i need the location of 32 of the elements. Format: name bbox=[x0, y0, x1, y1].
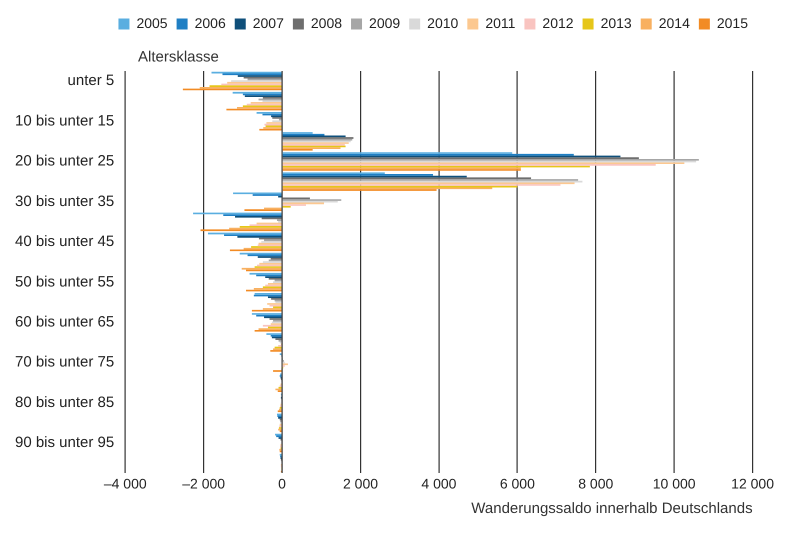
legend-label: 2011 bbox=[485, 14, 516, 31]
legend-label: 2012 bbox=[542, 14, 574, 31]
x-tick-label: –2 000 bbox=[182, 475, 226, 492]
y-tick-label: 80 bis unter 85 bbox=[14, 394, 114, 411]
x-tick-label: 8 000 bbox=[578, 475, 614, 492]
y-tick-label: 40 bis unter 45 bbox=[14, 233, 114, 250]
y-tick-label: 20 bis unter 25 bbox=[14, 152, 114, 170]
y-tick-label: 10 bis unter 15 bbox=[14, 112, 114, 130]
legend-label: 2007 bbox=[252, 14, 284, 31]
x-tick-label: 12 000 bbox=[731, 475, 774, 492]
x-tick-label: 10 000 bbox=[652, 475, 696, 492]
legend-label: 2013 bbox=[600, 14, 632, 31]
legend-label: 2008 bbox=[310, 14, 342, 31]
y-tick-label: 60 bis unter 65 bbox=[14, 314, 114, 331]
x-tick-label: –4 000 bbox=[104, 475, 147, 492]
x-tick-label: 2 000 bbox=[342, 475, 378, 492]
y-tick-label: unter 5 bbox=[68, 72, 114, 90]
x-tick-label: 0 bbox=[278, 475, 286, 492]
legend-label: 2009 bbox=[369, 14, 400, 31]
y-tick-label: 50 bis unter 55 bbox=[14, 273, 114, 290]
x-axis-title: Wanderungssaldo innerhalb Deutschlands bbox=[471, 500, 753, 518]
y-axis-title: Altersklasse bbox=[138, 48, 219, 66]
legend-label: 2010 bbox=[427, 14, 459, 31]
x-tick-label: 6 000 bbox=[500, 475, 536, 492]
y-tick-label: 70 bis unter 75 bbox=[14, 354, 114, 371]
legend-label: 2006 bbox=[194, 14, 226, 31]
y-tick-label: 30 bis unter 35 bbox=[14, 192, 114, 210]
legend-label: 2005 bbox=[136, 14, 168, 31]
y-tick-label: 90 bis unter 95 bbox=[14, 434, 114, 452]
legend-label: 2014 bbox=[658, 14, 690, 31]
x-tick-label: 4 000 bbox=[421, 475, 457, 492]
legend-label: 2015 bbox=[716, 14, 748, 31]
